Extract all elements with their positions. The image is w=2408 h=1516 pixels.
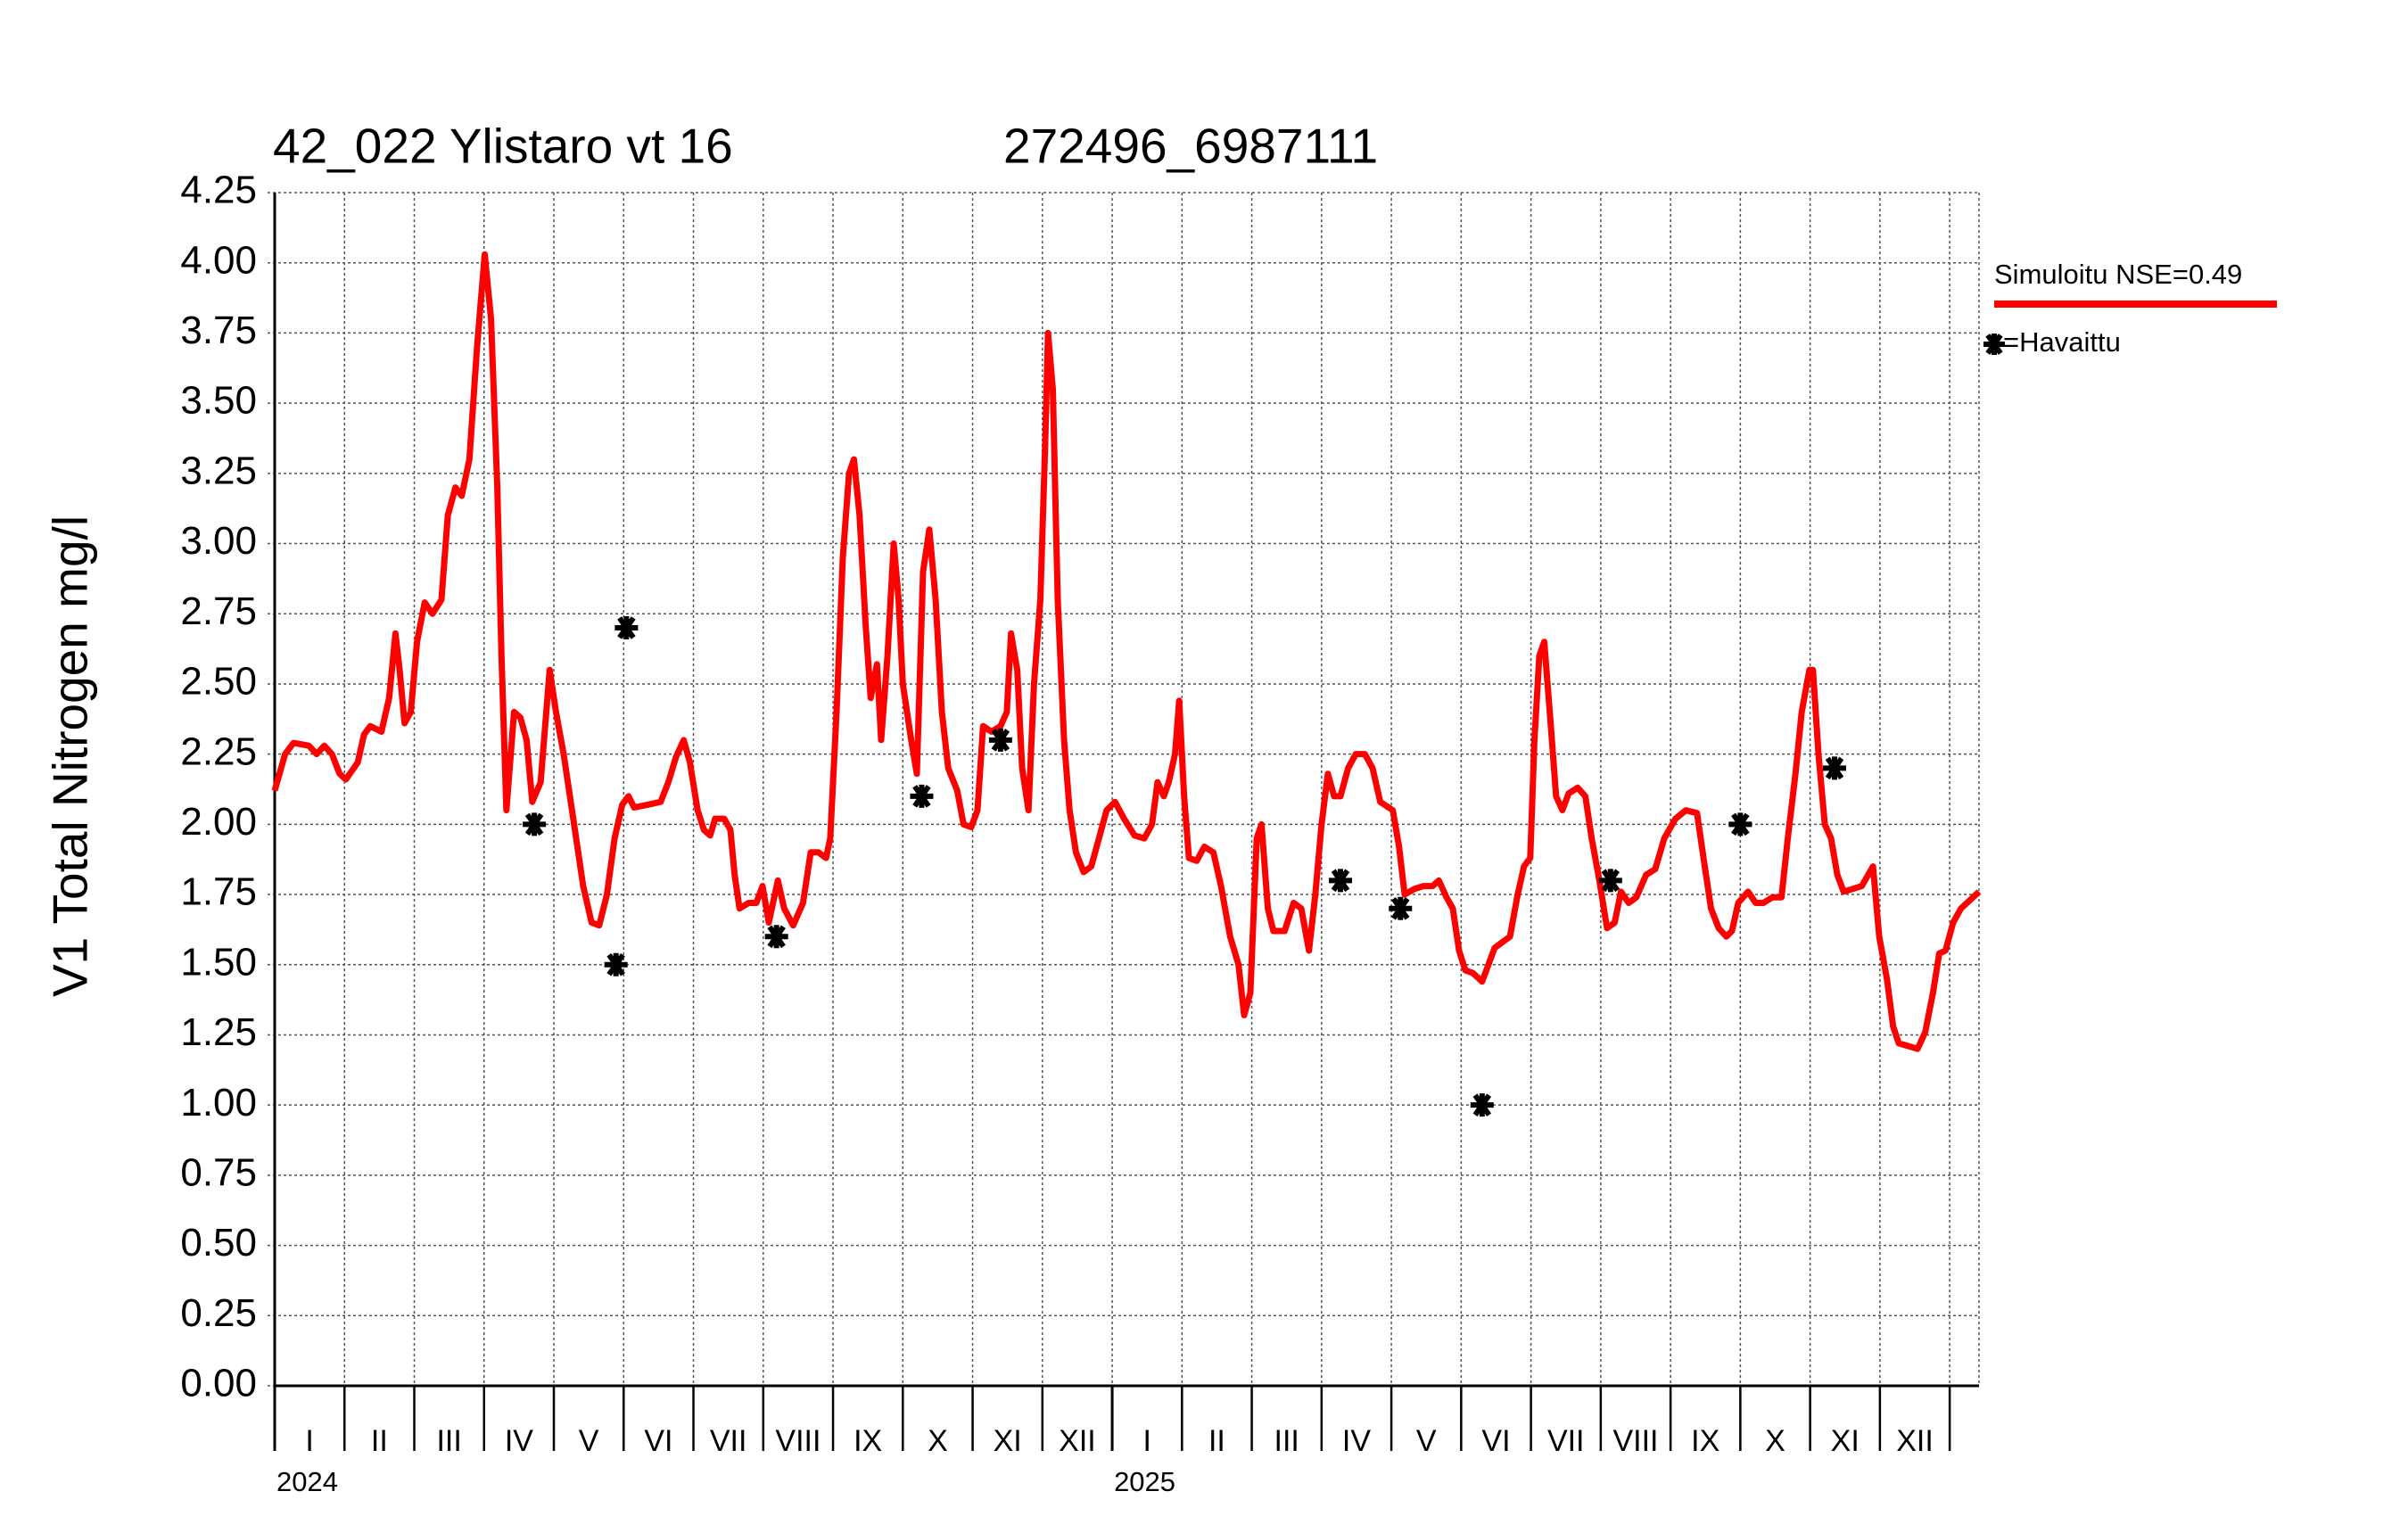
- simulated-line: [271, 251, 1982, 1052]
- month-label: IX: [854, 1424, 882, 1458]
- observation-marker: [523, 812, 547, 836]
- month-label: X: [1765, 1424, 1785, 1458]
- y-tick-label: 1.50: [180, 940, 257, 984]
- month-label: XI: [994, 1424, 1022, 1458]
- month-label: X: [928, 1424, 948, 1458]
- month-label: I: [1142, 1424, 1150, 1458]
- month-label: V: [579, 1424, 599, 1458]
- month-label: VIII: [775, 1424, 821, 1458]
- y-tick-label: 2.00: [180, 800, 257, 844]
- month-label: V: [1416, 1424, 1437, 1458]
- legend-marker: [1983, 334, 2005, 355]
- observation-marker: [604, 952, 628, 976]
- month-label: VII: [710, 1424, 747, 1458]
- y-tick-label: 2.75: [180, 589, 257, 633]
- observation-marker: [764, 925, 788, 949]
- year-label: 2024: [276, 1466, 338, 1497]
- year-label: 2025: [1114, 1466, 1175, 1497]
- y-tick-label: 4.00: [180, 238, 257, 282]
- chart-subtitle: 272496_6987111: [1003, 119, 1378, 174]
- month-label: II: [1208, 1424, 1225, 1458]
- y-tick-label: 3.25: [180, 449, 257, 492]
- month-label: XII: [1059, 1424, 1096, 1458]
- observation-marker: [1470, 1093, 1494, 1117]
- y-tick-label: 1.00: [180, 1081, 257, 1125]
- month-label: IV: [505, 1424, 533, 1458]
- observation-marker: [1328, 869, 1352, 893]
- y-tick-label: 2.50: [180, 660, 257, 704]
- y-tick-label: 3.50: [180, 379, 257, 423]
- y-tick-label: 3.75: [180, 309, 257, 352]
- month-label: VII: [1547, 1424, 1585, 1458]
- observation-marker: [1389, 896, 1413, 920]
- month-label: VIII: [1612, 1424, 1658, 1458]
- y-tick-label: 3.00: [180, 519, 257, 563]
- observation-marker: [988, 728, 1012, 752]
- month-label: XI: [1831, 1424, 1860, 1458]
- observation-marker: [1823, 756, 1847, 780]
- observation-marker: [614, 615, 639, 639]
- y-tick-label: 4.25: [180, 169, 257, 212]
- y-tick-label: 0.75: [180, 1151, 257, 1195]
- month-label: III: [1274, 1424, 1299, 1458]
- y-tick-label: 1.75: [180, 870, 257, 914]
- observation-marker: [910, 784, 934, 808]
- y-tick-label: 2.25: [180, 729, 257, 773]
- month-label: I: [305, 1424, 313, 1458]
- legend-label: =Havaittu: [2003, 326, 2121, 358]
- month-label: III: [436, 1424, 461, 1458]
- chart-title: 42_022 Ylistaro vt 16: [273, 119, 733, 174]
- y-tick-label: 0.25: [180, 1291, 257, 1335]
- month-label: IX: [1691, 1424, 1719, 1458]
- y-tick-label: 0.50: [180, 1221, 257, 1265]
- y-tick-label: 0.00: [180, 1362, 257, 1405]
- legend-marker-group: [1983, 334, 2005, 355]
- y-axis-label: V1 Total Nitrogen mg/l: [43, 515, 98, 997]
- month-label: VI: [1481, 1424, 1510, 1458]
- legend-label: Simuloitu NSE=0.49: [1994, 259, 2242, 290]
- y-tick-label: 1.25: [180, 1010, 257, 1054]
- month-label: IV: [1342, 1424, 1371, 1458]
- month-label: XII: [1896, 1424, 1934, 1458]
- month-label: VI: [644, 1424, 672, 1458]
- observation-marker: [1728, 812, 1752, 836]
- observation-marker: [1598, 869, 1622, 893]
- month-label: II: [371, 1424, 388, 1458]
